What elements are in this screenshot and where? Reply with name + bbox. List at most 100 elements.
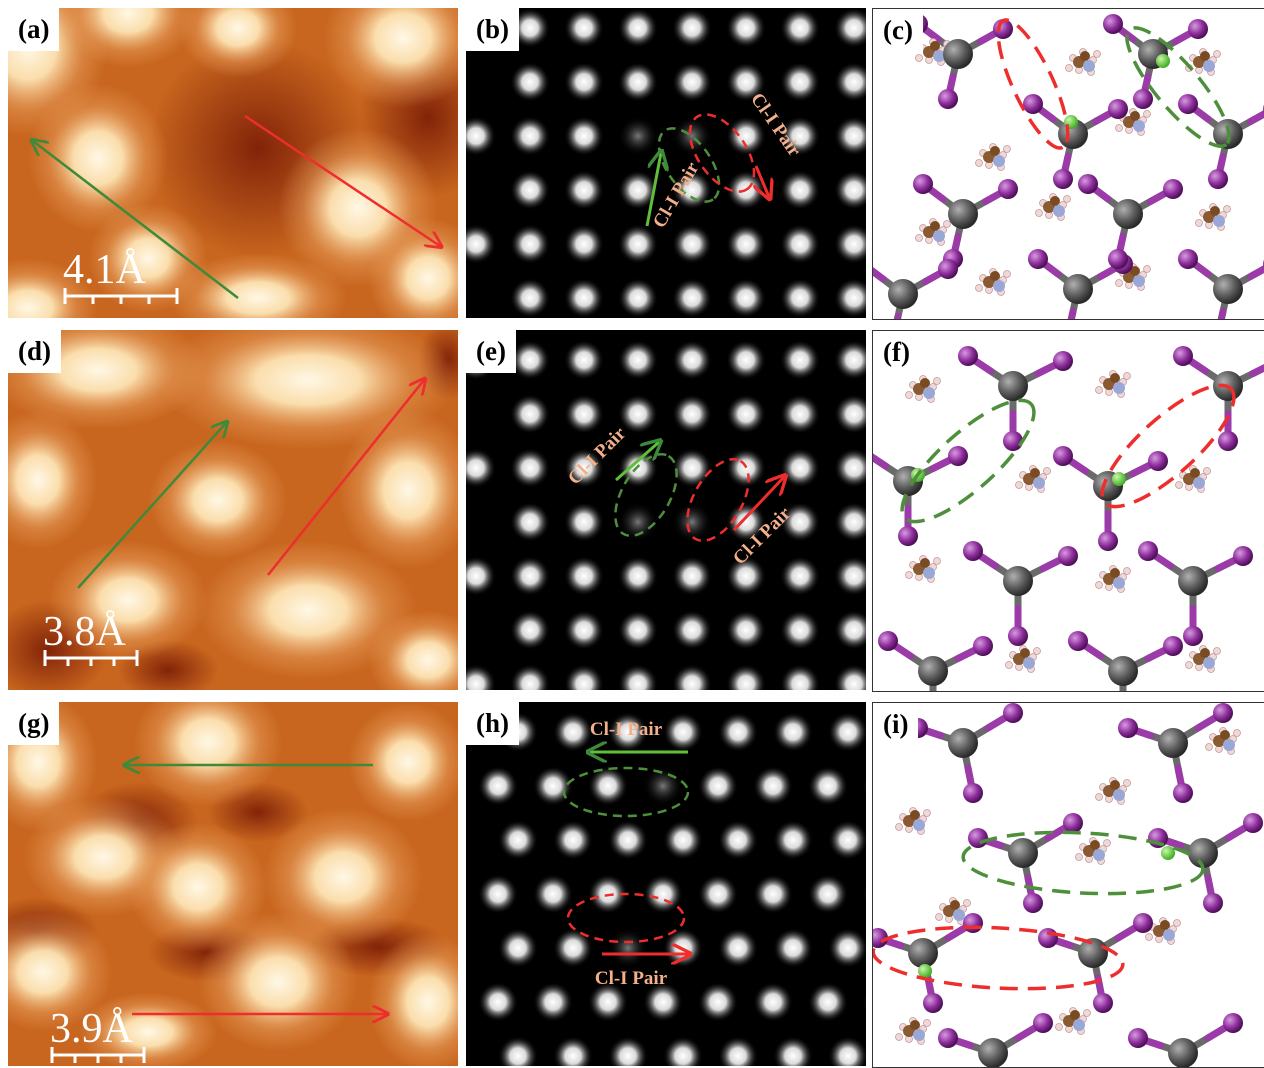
atom-spot (780, 278, 820, 318)
atom-spot (834, 224, 866, 264)
i-atom (923, 993, 943, 1013)
atom-spot (478, 982, 518, 1022)
atom-spot (618, 502, 658, 542)
i-atom (973, 636, 993, 656)
i-atom (1148, 451, 1168, 471)
organic-cation (1066, 49, 1101, 76)
i-atom (878, 631, 898, 651)
atom-spot (498, 928, 538, 968)
i-atom (1243, 813, 1263, 833)
atom-spot (672, 448, 712, 488)
i-atom (1118, 718, 1138, 738)
i-atom (1213, 703, 1233, 723)
atom-spot (618, 610, 658, 650)
atom-spot (672, 664, 712, 690)
atom-spot (672, 340, 712, 380)
atom-spot (618, 224, 658, 264)
atom-spot (663, 712, 703, 752)
pb-atom (1008, 838, 1038, 868)
cl-atom (1156, 54, 1170, 68)
i-atom (1003, 431, 1023, 451)
atom-spot (863, 874, 866, 914)
atom-spot (564, 278, 604, 318)
organic-cation (1016, 466, 1051, 493)
atom-spot (466, 448, 496, 488)
i-atom (1108, 249, 1128, 269)
atom-spot (672, 224, 712, 264)
atom-spot (834, 502, 866, 542)
i-atom (938, 259, 958, 279)
organic-cation (1196, 204, 1231, 231)
atom-spot (672, 278, 712, 318)
atom-spot (553, 928, 593, 968)
organic-cation (1076, 838, 1111, 865)
atom-spot (498, 820, 538, 860)
atom-spot (834, 62, 866, 102)
atom-spot (564, 62, 604, 102)
atom-spot (466, 556, 496, 596)
atom-spot (564, 556, 604, 596)
atom-spot (672, 62, 712, 102)
pb-atom (1078, 938, 1108, 968)
atom-spot (808, 982, 848, 1022)
atom-spot (618, 62, 658, 102)
organic-cation (916, 219, 951, 246)
i-atom (1203, 893, 1223, 913)
atom-spot (828, 928, 866, 968)
i-atom (1098, 531, 1118, 551)
atom-spot (510, 278, 550, 318)
atom-spot (643, 766, 683, 806)
atom-spot (553, 820, 593, 860)
atom-spot (553, 712, 593, 752)
atom-spot (510, 62, 550, 102)
atom-spot (780, 664, 820, 690)
panel-d: (d) 3.8Å (8, 330, 458, 690)
atom-spot (510, 448, 550, 488)
atom-spot (726, 394, 766, 434)
atom-spot (834, 8, 866, 48)
atom-spot (834, 448, 866, 488)
atom-spot (780, 556, 820, 596)
atom-spot (698, 982, 738, 1022)
panel-label-i: (i) (873, 703, 918, 746)
atom-spot (834, 610, 866, 650)
pb-atom (908, 938, 938, 968)
atom-spot (663, 820, 703, 860)
cl-atom (1112, 472, 1126, 486)
atom-spot (780, 340, 820, 380)
atom-spot (834, 340, 866, 380)
organic-cation (1056, 1008, 1091, 1035)
atom-spot (510, 664, 550, 690)
cl-atom (1161, 846, 1175, 860)
structure-model-c (873, 9, 1264, 319)
atom-spot (726, 664, 766, 690)
atom-spot (773, 712, 813, 752)
i-atom (1208, 169, 1228, 189)
scale-bar-g: 3.9Å (50, 997, 180, 1066)
atom-spot (672, 610, 712, 650)
atom-spot (780, 224, 820, 264)
atom-spot (718, 712, 758, 752)
atom-spot (672, 8, 712, 48)
i-atom (963, 913, 983, 933)
atom-spot (834, 394, 866, 434)
atom-spot (478, 874, 518, 914)
atom-spot (753, 982, 793, 1022)
atom-spot (466, 664, 496, 690)
organic-cation (1206, 728, 1241, 755)
atom-spot (564, 394, 604, 434)
atom-spot (510, 340, 550, 380)
atom-spot (834, 556, 866, 596)
atom-spot (834, 170, 866, 210)
i-atom (1023, 94, 1043, 114)
organic-cation (1096, 566, 1131, 593)
pb-atom (1003, 566, 1033, 596)
organic-cation (1006, 646, 1041, 673)
i-atom (1053, 351, 1073, 371)
atom-spot (753, 766, 793, 806)
atom-spot (510, 170, 550, 210)
i-atom (1093, 993, 1113, 1013)
organic-cation (1186, 49, 1221, 76)
i-atom (1233, 546, 1253, 566)
